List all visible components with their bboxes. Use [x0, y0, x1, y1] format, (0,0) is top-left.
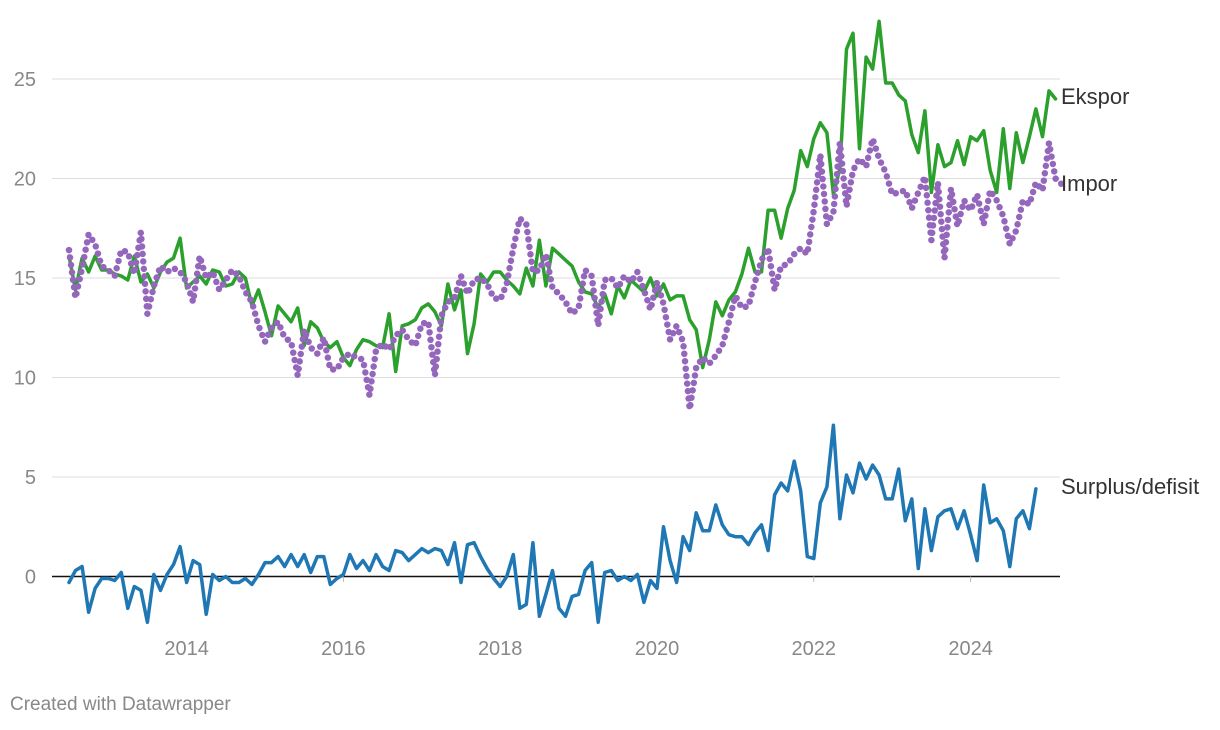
x-tick-label: 2018 — [478, 638, 523, 660]
y-tick-label: 25 — [14, 69, 36, 91]
series-labels: Ekspor Impor Surplus/defisit — [1061, 84, 1199, 499]
series-line-1 — [65, 135, 1066, 413]
footer-credit: Created with Datawrapper — [10, 694, 231, 715]
y-tick-label: 15 — [14, 268, 36, 290]
series-line-2 — [67, 423, 1038, 625]
x-tick-label: 2020 — [635, 638, 680, 660]
y-tick-label: 10 — [14, 368, 36, 390]
series-line-0 — [67, 19, 1058, 374]
x-tick-label: 2014 — [164, 638, 209, 660]
x-tick-label: 2024 — [948, 638, 993, 660]
y-axis-ticks: 0 5 10 15 20 25 — [14, 69, 36, 589]
y-tick-label: 0 — [25, 567, 36, 589]
series-label-1: Impor — [1061, 171, 1117, 196]
gridlines — [52, 78, 1060, 578]
x-tick-label: 2022 — [792, 638, 837, 660]
y-tick-label: 5 — [25, 467, 36, 489]
x-axis-ticks: 2014 2016 2018 2020 2022 2024 — [164, 576, 993, 660]
x-tick-label: 2016 — [321, 638, 366, 660]
series-lines — [65, 19, 1066, 625]
series-label-2: Surplus/defisit — [1061, 474, 1199, 499]
line-chart: 0 5 10 15 20 25 2014 2016 2018 2020 2022 2024 Eksp… — [14, 19, 1199, 660]
series-label-0: Ekspor — [1061, 84, 1129, 109]
y-tick-label: 20 — [14, 169, 36, 191]
